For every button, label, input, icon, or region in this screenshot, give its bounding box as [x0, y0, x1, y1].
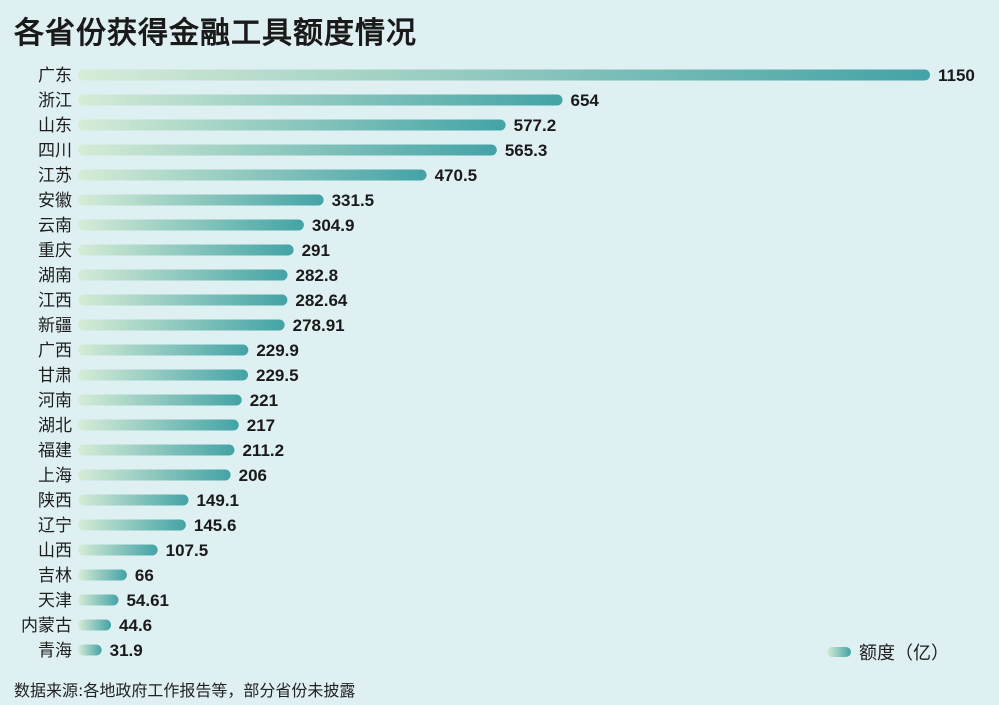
- value-label: 206: [239, 466, 267, 485]
- value-label: 1150: [938, 66, 975, 85]
- category-label: 广东: [38, 66, 72, 86]
- value-label: 217: [247, 416, 275, 435]
- value-label: 149.1: [196, 491, 239, 510]
- category-label: 山东: [38, 116, 72, 136]
- value-label: 282.64: [295, 291, 348, 310]
- bar: [78, 594, 119, 606]
- bar: [78, 94, 563, 106]
- category-label: 四川: [38, 141, 72, 161]
- category-label: 山西: [38, 541, 72, 561]
- category-label: 湖南: [38, 266, 72, 286]
- source-note: 数据来源:各地政府工作报告等，部分省份未披露: [14, 681, 356, 700]
- category-label: 河南: [38, 391, 72, 411]
- bar: [78, 344, 249, 356]
- value-label: 54.61: [126, 591, 169, 610]
- legend-swatch: [827, 647, 851, 657]
- category-label: 陕西: [38, 491, 72, 511]
- value-label: 229.5: [256, 366, 299, 385]
- value-label: 291: [302, 241, 330, 260]
- value-label: 577.2: [514, 116, 557, 135]
- bar: [78, 119, 506, 131]
- value-label: 304.9: [312, 216, 355, 235]
- bar: [78, 169, 427, 181]
- bar: [78, 194, 324, 206]
- value-label: 107.5: [166, 541, 209, 560]
- category-label: 吉林: [38, 566, 72, 586]
- bar: [78, 244, 294, 256]
- value-label: 221: [250, 391, 278, 410]
- category-label: 青海: [38, 641, 72, 661]
- value-label: 331.5: [332, 191, 375, 210]
- legend: 额度（亿）: [827, 639, 949, 665]
- value-label: 66: [135, 566, 154, 585]
- category-label: 内蒙古: [21, 616, 72, 636]
- chart-title: 各省份获得金融工具额度情况: [14, 16, 417, 51]
- value-label: 278.91: [293, 316, 345, 335]
- category-label: 安徽: [38, 191, 72, 211]
- category-label: 天津: [38, 591, 72, 611]
- bar: [78, 369, 249, 381]
- category-label: 上海: [38, 466, 72, 486]
- value-label: 565.3: [505, 141, 548, 160]
- bar: [78, 319, 285, 331]
- bar: [78, 519, 186, 531]
- bar: [78, 69, 930, 81]
- bar: [78, 144, 497, 156]
- category-label: 江苏: [38, 166, 72, 186]
- value-label: 31.9: [110, 641, 143, 660]
- category-label: 甘肃: [38, 366, 72, 386]
- category-label: 云南: [38, 216, 72, 236]
- category-label: 江西: [38, 291, 72, 311]
- category-label: 广西: [38, 341, 72, 361]
- bar: [78, 219, 304, 231]
- category-label: 福建: [38, 441, 72, 461]
- bar: [78, 294, 288, 306]
- value-label: 229.9: [256, 341, 299, 360]
- bar: [78, 394, 242, 406]
- bar: [78, 269, 288, 281]
- category-label: 湖北: [38, 416, 72, 436]
- bar: [78, 544, 158, 556]
- category-label: 新疆: [38, 316, 72, 336]
- category-label: 重庆: [38, 241, 72, 261]
- category-label: 浙江: [38, 91, 72, 111]
- value-label: 282.8: [296, 266, 339, 285]
- value-label: 211.2: [242, 441, 284, 460]
- value-label: 145.6: [194, 516, 237, 535]
- bar: [78, 419, 239, 431]
- value-label: 654: [571, 91, 600, 110]
- bar: [78, 494, 189, 506]
- bar: [78, 569, 127, 581]
- legend-label: 额度（亿）: [859, 643, 949, 664]
- category-label: 辽宁: [38, 516, 72, 536]
- bar: [78, 644, 102, 656]
- bar: [78, 619, 112, 631]
- value-label: 44.6: [119, 616, 152, 635]
- bar: [78, 444, 235, 456]
- value-label: 470.5: [435, 166, 478, 185]
- bar: [78, 469, 231, 481]
